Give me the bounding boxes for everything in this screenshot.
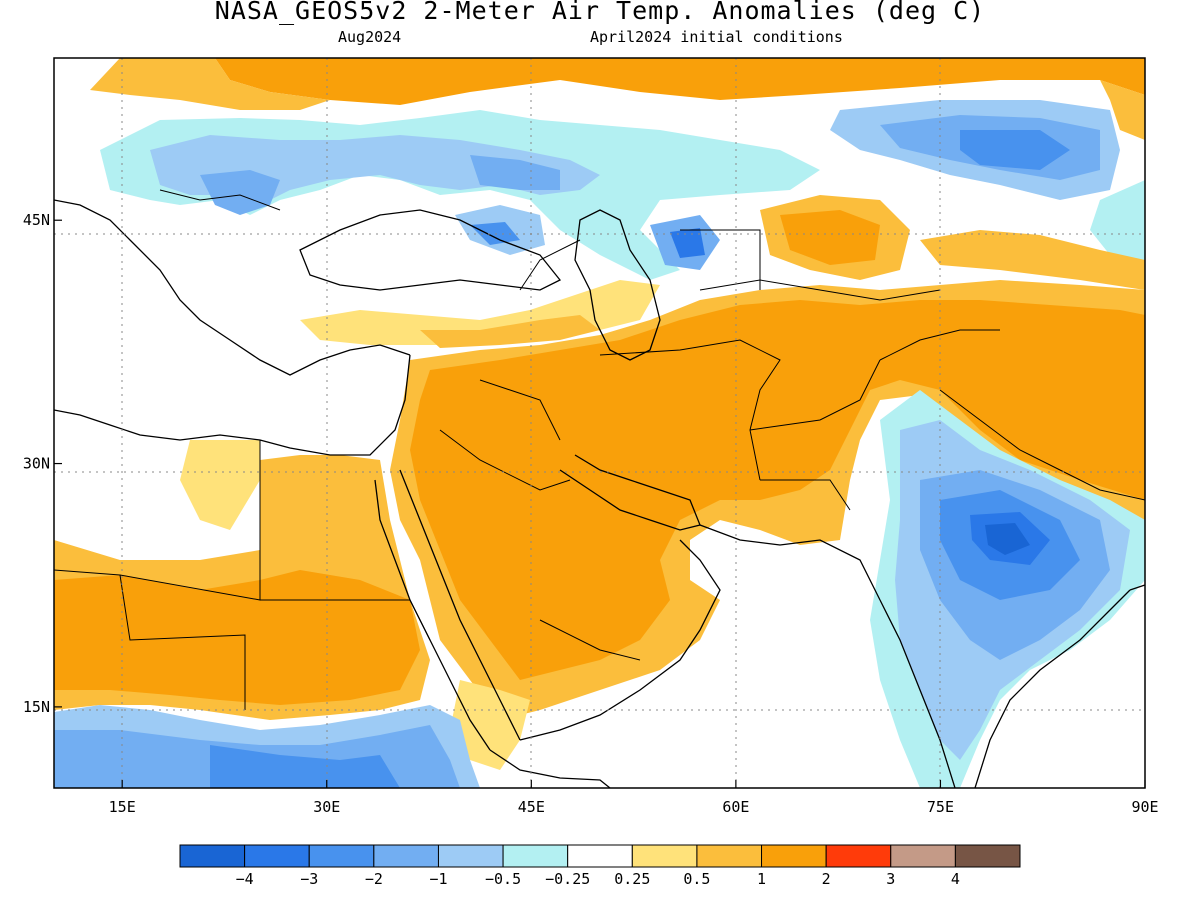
lon-tick-label: 90E — [1131, 798, 1158, 816]
legend-label: −1 — [429, 870, 447, 888]
legend-swatch — [631, 844, 698, 868]
legend-label: 4 — [951, 870, 960, 888]
legend-label: 3 — [886, 870, 895, 888]
lon-tick-label: 75E — [927, 798, 954, 816]
graticule — [54, 58, 1145, 788]
legend-swatch — [567, 844, 633, 868]
valid-month-label: Aug2024 — [338, 28, 402, 46]
color-legend: −4 −3 −2 −1 −0.5 −0.25 0.25 0.5 1 2 3 4 — [179, 844, 1021, 888]
legend-label: 2 — [822, 870, 831, 888]
legend-label: 0.5 — [683, 870, 710, 888]
legend-swatch — [761, 844, 827, 868]
borders — [54, 189, 1145, 710]
legend-swatch — [437, 844, 504, 868]
anomaly-field — [54, 58, 1145, 788]
legend-label: −3 — [300, 870, 318, 888]
legend-swatch — [825, 844, 892, 868]
lat-tick-label: 30N — [23, 455, 50, 473]
map-frame — [53, 57, 1146, 789]
legend-swatch — [179, 844, 246, 868]
lat-tick-label: 15N — [23, 698, 50, 716]
map-title: NASA_GEOS5v2 2-Meter Air Temp. Anomalies… — [214, 0, 986, 25]
legend-swatch — [373, 844, 439, 868]
legend-label: −4 — [236, 870, 254, 888]
lon-tick-label: 15E — [109, 798, 136, 816]
legend-swatch — [954, 844, 1021, 868]
lon-tick-label: 45E — [518, 798, 545, 816]
legend-label: −2 — [365, 870, 383, 888]
axis-ticks: 15E 30E 45E 60E 75E 90E 15N 30N 45N — [23, 211, 1159, 816]
legend-swatch — [502, 844, 569, 868]
lon-tick-label: 60E — [722, 798, 749, 816]
legend-swatch — [244, 844, 310, 868]
legend-label: 0.25 — [614, 870, 650, 888]
lon-tick-label: 30E — [313, 798, 340, 816]
legend-label: −0.5 — [485, 870, 521, 888]
lat-tick-label: 45N — [23, 211, 50, 229]
legend-swatch — [308, 844, 375, 868]
legend-swatch — [696, 844, 763, 868]
init-conditions-label: April2024 initial conditions — [590, 28, 843, 46]
coastlines — [54, 199, 1145, 788]
legend-label: 1 — [757, 870, 766, 888]
legend-label: −0.25 — [545, 870, 590, 888]
legend-swatch — [890, 844, 956, 868]
